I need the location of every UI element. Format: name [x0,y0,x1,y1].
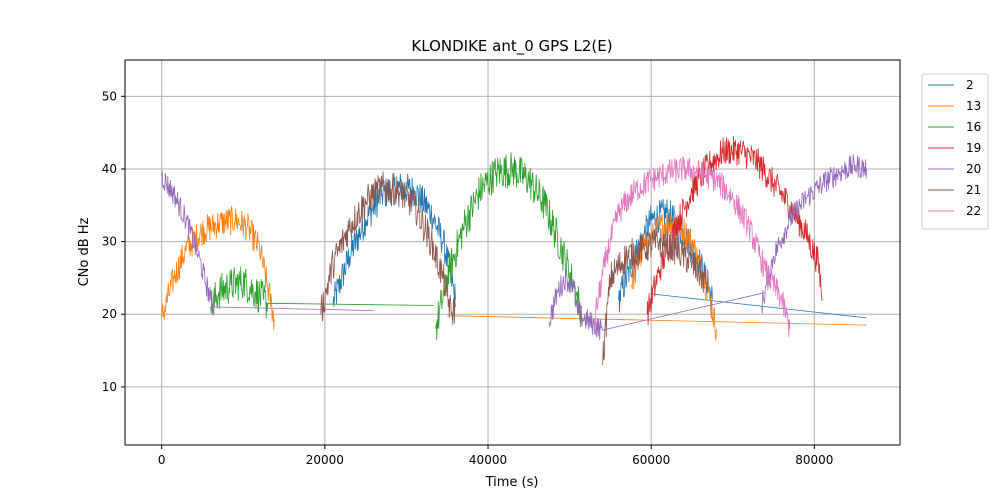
x-tick-label: 40000 [469,453,507,467]
series-line-19 [646,135,823,326]
series-line-16 [210,152,583,340]
y-tick-label: 40 [102,162,117,176]
chart-title: KLONDIKE ant_0 GPS L2(E) [411,37,612,56]
x-tick-label: 20000 [306,453,344,467]
x-axis-label: Time (s) [485,475,539,490]
series-layer [161,135,867,366]
plot-frame [124,59,901,446]
y-axis-label: CNo dB Hz [77,217,92,286]
legend: 2 13 16 19 20 21 22 [921,73,989,230]
series-line-22 [593,156,791,338]
x-tick-label: 60000 [632,453,670,467]
legend-label-20: 20 [966,162,981,176]
legend-label-2: 2 [966,78,974,92]
legend-label-19: 19 [966,141,981,155]
x-tick-label: 0 [158,453,166,467]
legend-label-13: 13 [966,99,981,113]
legend-label-16: 16 [966,120,981,134]
series-line-21 [320,171,709,366]
y-tick-label: 50 [102,89,117,103]
y-tick-label: 20 [102,307,117,321]
y-axis: 10 20 30 40 50 [102,89,125,394]
x-tick-label: 80000 [795,453,833,467]
y-tick-label: 30 [102,235,117,249]
y-tick-label: 10 [102,380,117,394]
legend-label-22: 22 [966,204,981,218]
series-line-20 [161,154,867,341]
x-axis: 0 20000 40000 60000 80000 [158,445,833,467]
legend-label-21: 21 [966,183,981,197]
